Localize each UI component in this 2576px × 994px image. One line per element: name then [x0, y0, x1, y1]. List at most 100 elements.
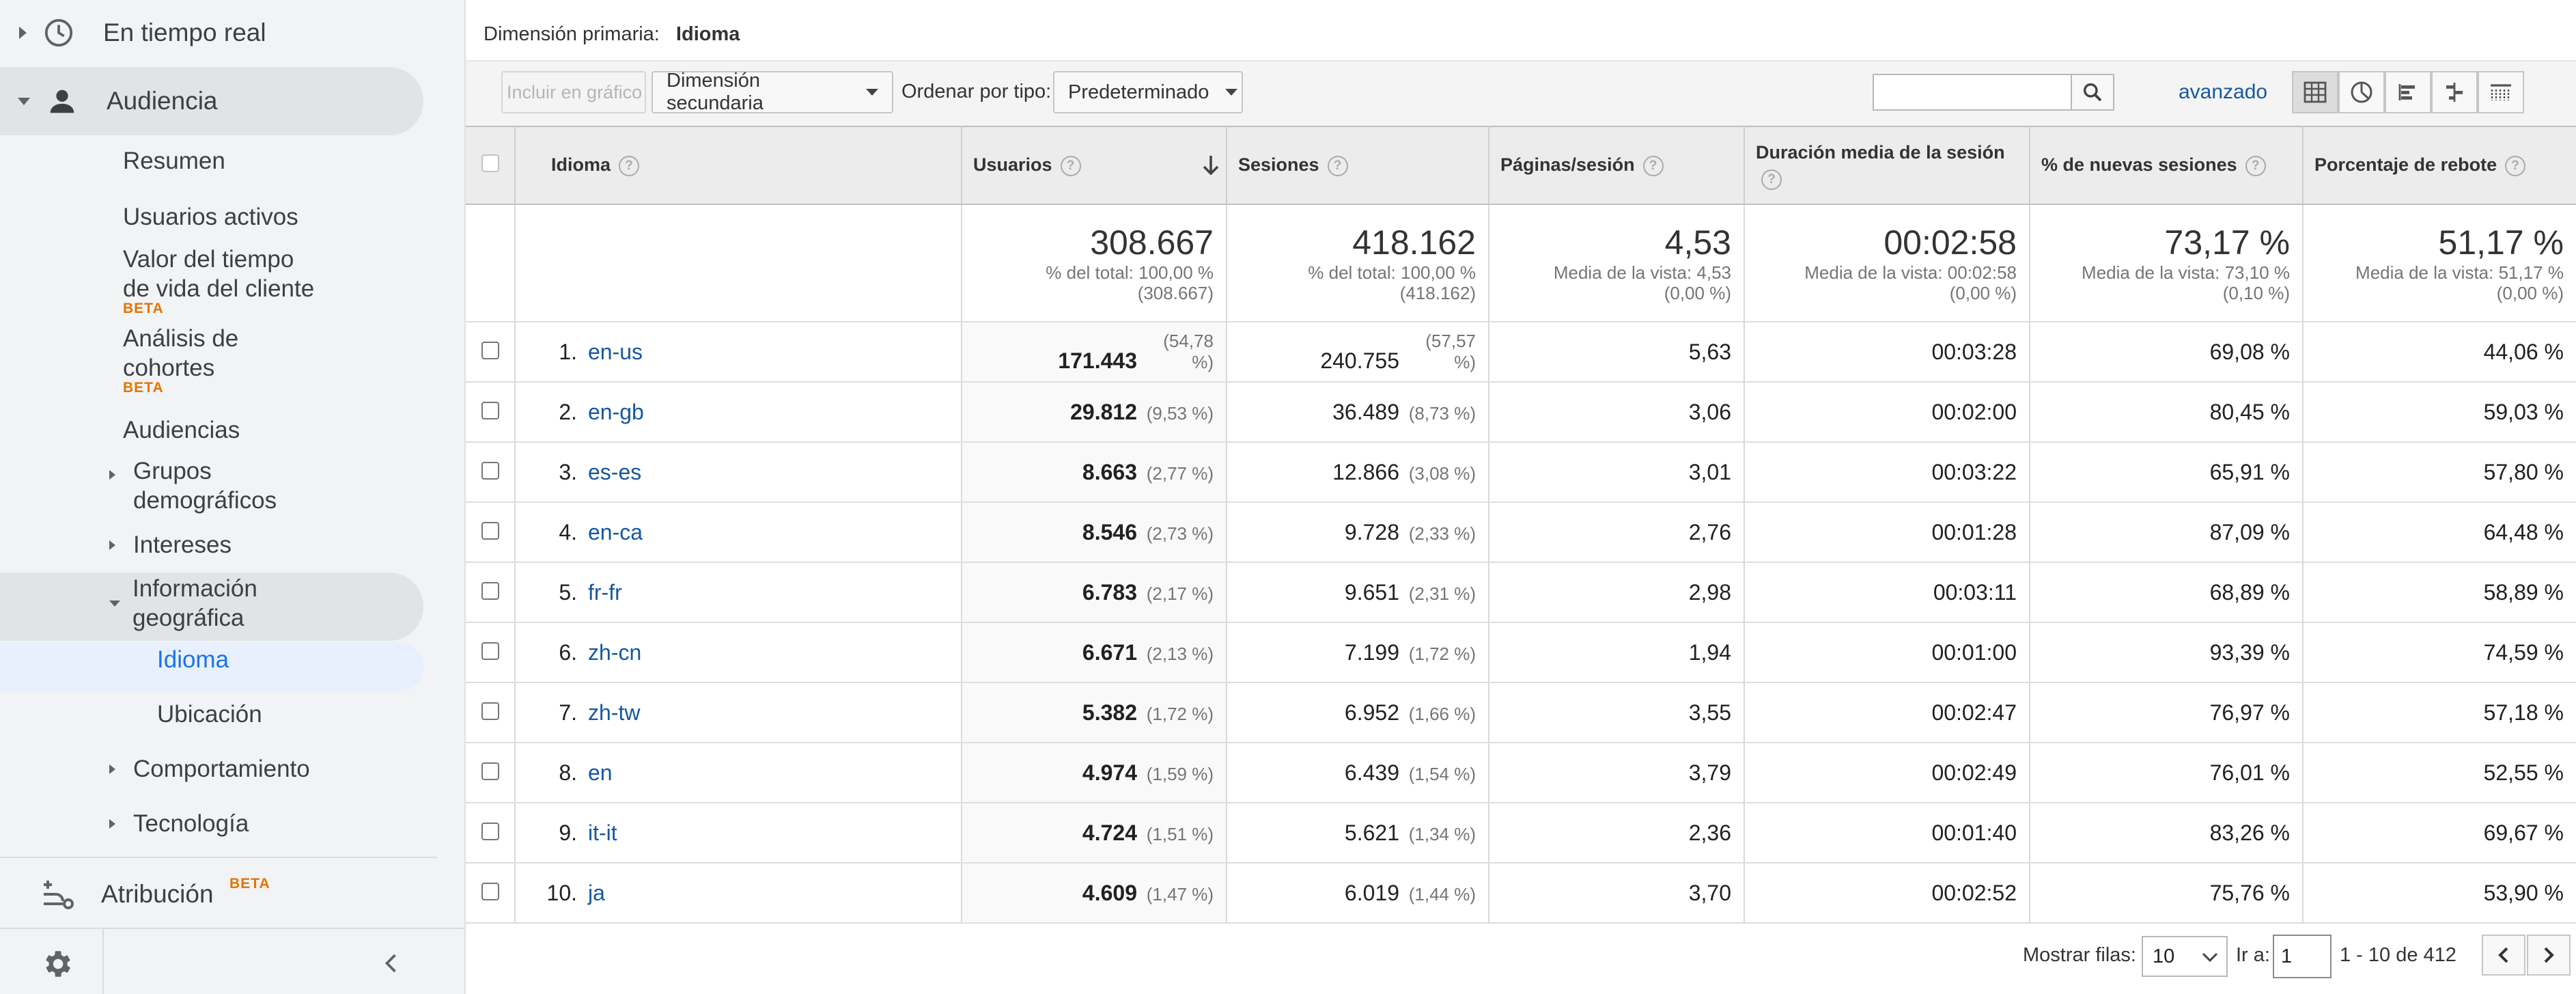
nav-idioma[interactable]: Idioma — [157, 646, 229, 673]
row-checkbox[interactable] — [481, 461, 499, 480]
header-duracion[interactable]: Duración media de la sesión? — [1744, 126, 2030, 205]
header-select-all[interactable] — [466, 126, 516, 205]
primary-dimension-value[interactable]: Idioma — [675, 23, 740, 45]
row-checkbox[interactable] — [481, 702, 499, 720]
nav-comportamiento-label: Comportamiento — [133, 756, 310, 782]
nav-valor-tiempo-vida[interactable]: Valor del tiempo de vida del cliente — [123, 245, 314, 303]
language-link[interactable]: zh-cn — [588, 639, 642, 665]
help-icon[interactable]: ? — [1060, 155, 1081, 176]
rows-per-page-select[interactable]: 10 — [2142, 936, 2228, 977]
view-table-button[interactable] — [2292, 71, 2338, 113]
help-icon[interactable]: ? — [619, 155, 640, 176]
header-idioma[interactable]: Idioma? — [515, 126, 962, 205]
row-select-cell[interactable] — [466, 622, 516, 683]
chevron-left-icon[interactable] — [380, 951, 404, 976]
totals-nuevas: 73,17 % Media de la vista: 73,10 % (0,10 %… — [2030, 204, 2304, 322]
header-nuevas[interactable]: % de nuevas sesiones? — [2030, 126, 2304, 205]
nav-usuarios-activos[interactable]: Usuarios activos — [123, 204, 298, 230]
language-link[interactable]: en-us — [588, 339, 643, 364]
nav-audiencias[interactable]: Audiencias — [123, 417, 240, 443]
row-checkbox[interactable] — [481, 882, 499, 900]
table-row: 6. zh-cn 6.671 (2,13 %) 7.199 (1,72 %) 1,94 00:… — [466, 622, 2576, 683]
row-checkbox[interactable] — [481, 401, 499, 419]
row-select-cell[interactable] — [466, 442, 516, 503]
row-select-cell[interactable] — [466, 562, 516, 623]
row-checkbox[interactable] — [481, 521, 499, 540]
help-icon[interactable]: ? — [2505, 155, 2526, 176]
new-sessions-cell: 80,45 % — [2030, 382, 2304, 443]
gear-icon[interactable] — [40, 947, 74, 981]
nav-comportamiento[interactable]: Comportamiento — [109, 754, 310, 784]
header-paginas[interactable]: Páginas/sesión? — [1489, 126, 1745, 205]
row-select-cell[interactable] — [466, 682, 516, 743]
nav-tecnologia[interactable]: Tecnología — [109, 809, 249, 838]
totals-rebote-value: 51,17 % — [2438, 223, 2564, 262]
row-checkbox[interactable] — [481, 581, 499, 600]
row-checkbox[interactable] — [481, 822, 499, 840]
header-sesiones[interactable]: Sesiones? — [1227, 126, 1489, 205]
nav-analisis-cohortes[interactable]: Análisis de cohortes — [123, 324, 238, 383]
view-pie-button[interactable] — [2338, 71, 2385, 113]
table-row: 2. en-gb 29.812 (9,53 %) 36.489 (8,73 %) 3,06 0… — [466, 382, 2576, 443]
row-select-cell[interactable] — [466, 863, 516, 924]
advanced-filter-link[interactable]: avanzado — [2179, 81, 2267, 104]
new-sessions-cell: 93,39 % — [2030, 622, 2304, 683]
view-pivot-button[interactable] — [2478, 71, 2524, 113]
nav-atribucion[interactable]: Atribución — [40, 876, 214, 913]
users-value: 29.812 — [1070, 399, 1137, 424]
help-icon[interactable]: ? — [1761, 169, 1782, 190]
nav-intereses[interactable]: Intereses — [109, 530, 232, 560]
row-select-cell[interactable] — [466, 322, 516, 383]
prev-page-button[interactable] — [2482, 935, 2525, 976]
language-link[interactable]: fr-fr — [588, 579, 622, 605]
row-index: 5. — [559, 579, 577, 605]
row-select-cell[interactable] — [466, 382, 516, 443]
help-icon[interactable]: ? — [1642, 155, 1664, 176]
nav-audience[interactable]: Audiencia — [18, 83, 218, 119]
next-page-button[interactable] — [2527, 935, 2571, 976]
users-cell: 8.546 (2,73 %) — [962, 502, 1227, 563]
help-icon[interactable]: ? — [2245, 155, 2266, 176]
table-row: 8. en 4.974 (1,59 %) 6.439 (1,54 %) 3,79 00:02:… — [466, 743, 2576, 803]
header-rebote[interactable]: Porcentaje de rebote? — [2303, 126, 2576, 205]
row-checkbox[interactable] — [481, 762, 499, 780]
nav-informacion-geografica[interactable]: Información geográfica — [109, 574, 257, 633]
nav-resumen[interactable]: Resumen — [123, 148, 225, 174]
help-icon[interactable]: ? — [1327, 155, 1348, 176]
language-link[interactable]: en-ca — [588, 519, 643, 544]
language-link[interactable]: es-es — [588, 459, 642, 484]
nav-realtime[interactable]: En tiempo real — [19, 15, 266, 51]
goto-page-input[interactable]: 1 — [2273, 935, 2332, 978]
table-search-input[interactable] — [1873, 74, 2072, 111]
nav-realtime-label: En tiempo real — [103, 18, 266, 46]
select-all-checkbox[interactable] — [481, 154, 499, 172]
view-comparison-button[interactable] — [2431, 71, 2478, 113]
row-checkbox[interactable] — [481, 641, 499, 660]
avg-duration-cell: 00:02:49 — [1744, 743, 2030, 803]
row-checkbox[interactable] — [481, 341, 499, 359]
row-select-cell[interactable] — [466, 502, 516, 563]
nav-grupos-demograficos[interactable]: Grupos demográficos — [109, 456, 277, 515]
search-button[interactable] — [2071, 74, 2114, 111]
language-link[interactable]: zh-tw — [588, 700, 641, 725]
include-in-chart-button[interactable]: Incluir en gráfico — [501, 71, 646, 113]
language-link[interactable]: en — [588, 760, 613, 785]
chevron-down-icon — [866, 89, 878, 96]
language-link[interactable]: ja — [588, 880, 605, 905]
nav-ubicacion[interactable]: Ubicación — [157, 701, 262, 728]
view-performance-button[interactable] — [2385, 71, 2431, 113]
bounce-rate-cell: 59,03 % — [2303, 382, 2576, 443]
bounce-rate-cell: 64,48 % — [2303, 502, 2576, 563]
language-link[interactable]: en-gb — [588, 399, 644, 424]
language-cell: 10. ja — [515, 863, 962, 924]
users-cell: 4.609 (1,47 %) — [962, 863, 1227, 924]
nav-grupos-line1: Grupos — [133, 458, 212, 484]
row-index: 6. — [559, 639, 577, 665]
row-select-cell[interactable] — [466, 743, 516, 803]
language-link[interactable]: it-it — [588, 820, 617, 845]
header-usuarios[interactable]: Usuarios? — [962, 126, 1227, 205]
avg-duration-cell: 00:03:28 — [1744, 322, 2030, 383]
sort-type-dropdown[interactable]: Predeterminado — [1053, 71, 1243, 113]
secondary-dimension-dropdown[interactable]: Dimensión secundaria — [652, 70, 893, 114]
row-select-cell[interactable] — [466, 803, 516, 864]
